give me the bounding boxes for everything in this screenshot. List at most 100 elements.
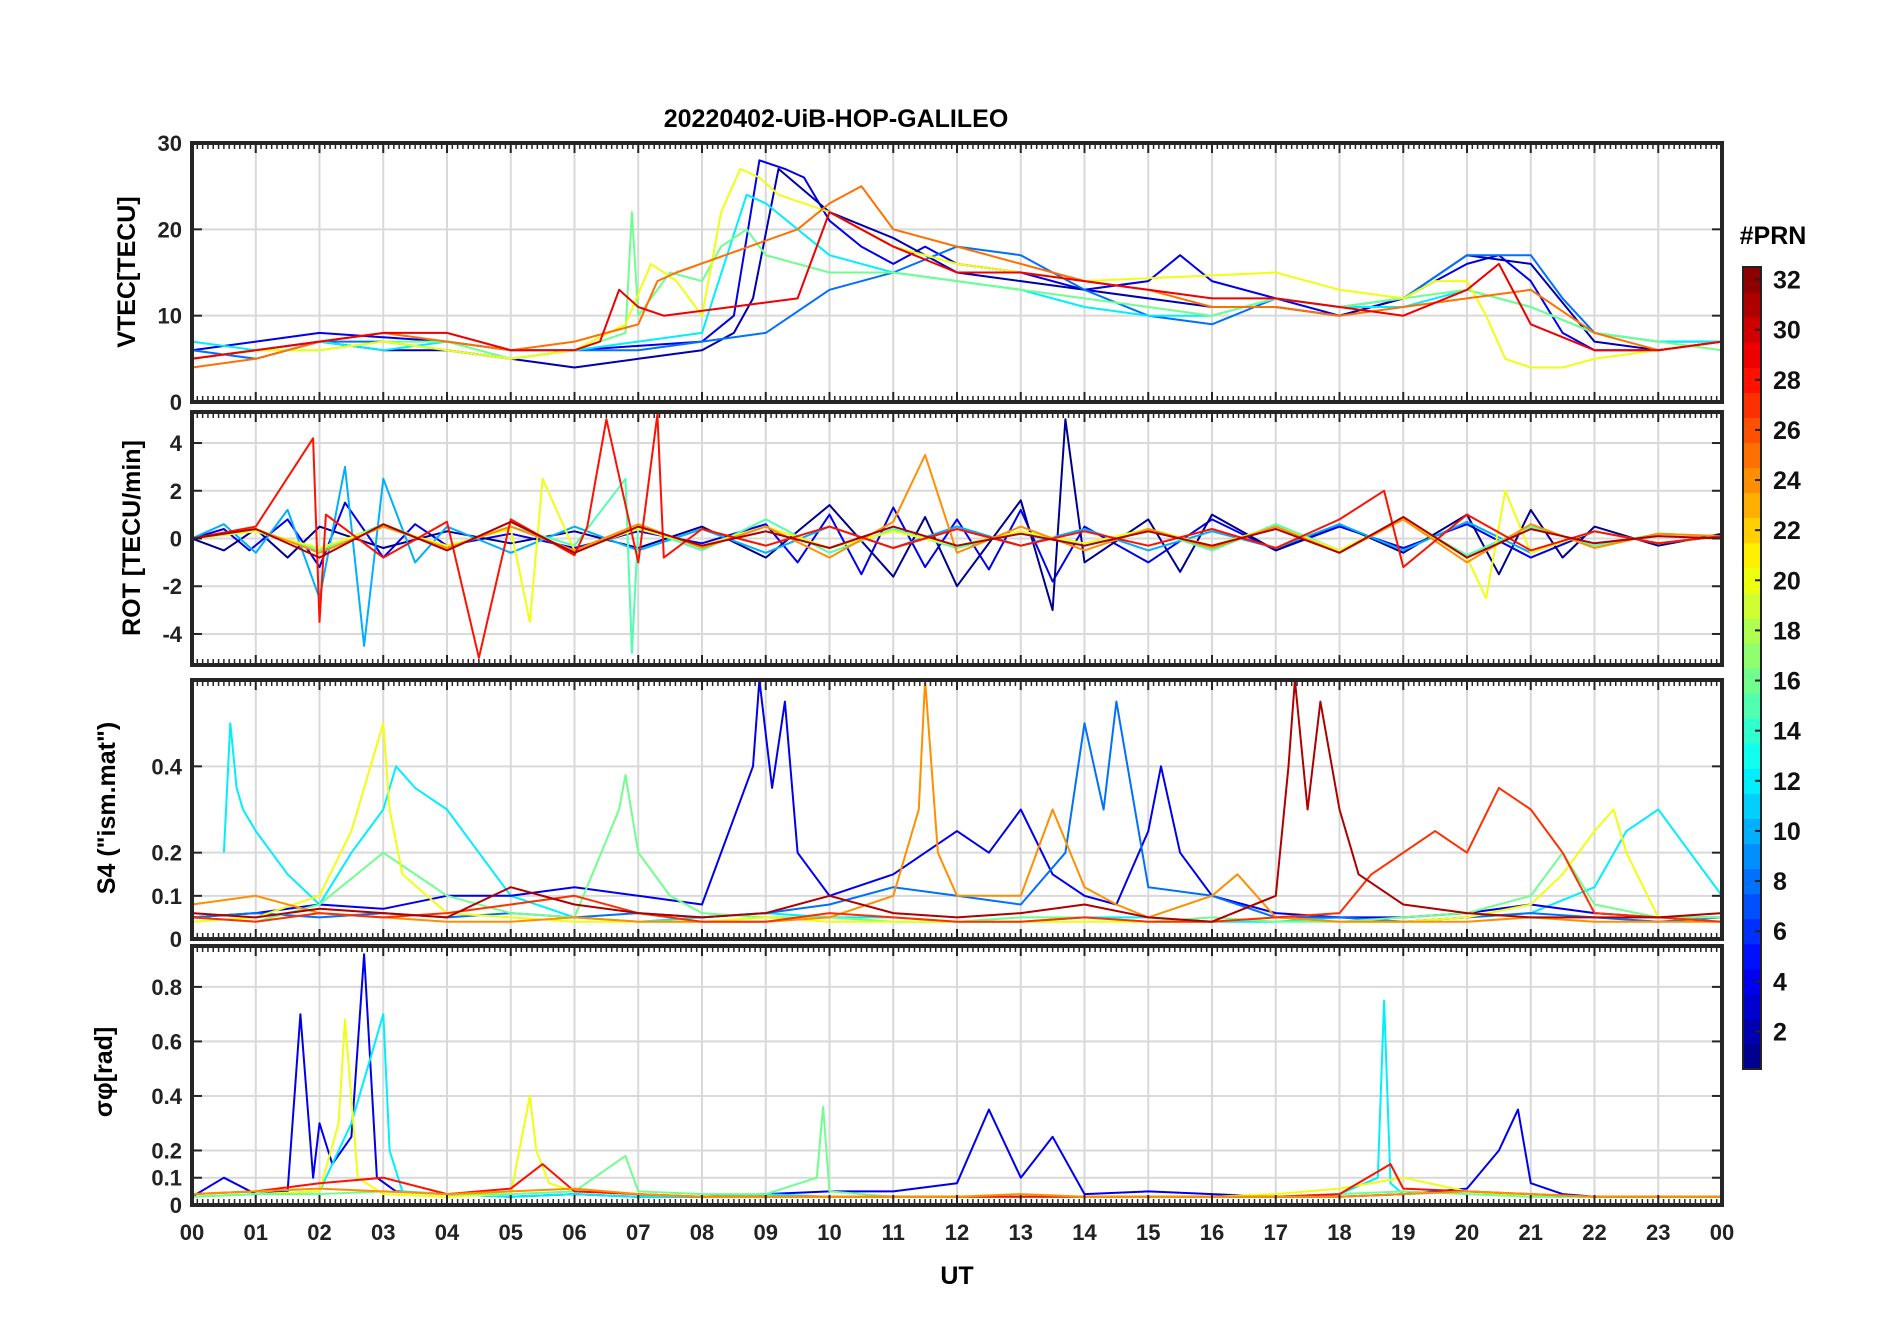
- y-tick-label: 0.1: [151, 884, 182, 909]
- colorbar-tick-label: 24: [1773, 467, 1801, 495]
- y-tick-label: 0: [170, 527, 182, 552]
- x-tick-label: 00: [1710, 1220, 1734, 1245]
- x-tick-label: 00: [180, 1220, 204, 1245]
- y-axis-label: ROT [TECU/min]: [118, 440, 146, 636]
- colorbar-tick-label: 26: [1773, 417, 1801, 445]
- series-line-prn-31: [192, 516, 1722, 559]
- colorbar-swatch-11: [1743, 793, 1761, 819]
- x-tick-label: 04: [435, 1220, 460, 1245]
- plot-frame: [190, 141, 1724, 404]
- y-tick-label: 20: [158, 217, 182, 242]
- colorbar-swatch-2: [1743, 1018, 1761, 1045]
- series-line-prn-4: [192, 680, 1722, 919]
- series-line-prn-28: [192, 413, 1722, 659]
- colorbar-swatch-29: [1743, 342, 1761, 368]
- x-tick-label: 15: [1136, 1220, 1160, 1245]
- colorbar-swatch-3: [1743, 993, 1761, 1020]
- colorbar-swatch-24: [1743, 467, 1761, 494]
- colorbar-swatch-25: [1743, 442, 1761, 469]
- plot-frame: [190, 944, 1724, 1207]
- x-tick-label: 11: [882, 1220, 905, 1245]
- y-tick-label: 0.1: [151, 1166, 182, 1191]
- y-tick-label: 0: [170, 1193, 182, 1218]
- colorbar-swatch-4: [1743, 968, 1761, 995]
- series-line-prn-27: [192, 786, 1722, 923]
- panel-vtec: 0 10 20 30 VTEC[TECU]: [113, 131, 1724, 415]
- series-layer: [192, 680, 1722, 923]
- x-tick-label: 12: [945, 1220, 969, 1245]
- x-tick-label: 23: [1646, 1220, 1670, 1245]
- series-line-prn-24: [192, 454, 1722, 564]
- colorbar-swatch-23: [1743, 492, 1761, 519]
- colorbar-tick-label: 18: [1773, 617, 1801, 645]
- colorbar-swatch-1: [1743, 1043, 1761, 1070]
- colorbar-tick-label: 28: [1773, 367, 1801, 395]
- colorbar-tick-label: 12: [1773, 768, 1801, 796]
- grid-layer: [191, 946, 1723, 1206]
- x-tick-label: 07: [626, 1220, 650, 1245]
- series-layer: [192, 413, 1722, 659]
- x-tick-label: 16: [1200, 1220, 1224, 1245]
- chart-title: 20220402-UiB-HOP-GALILEO: [664, 105, 1009, 133]
- x-tick-label: 20: [1455, 1220, 1479, 1245]
- colorbar-swatch-30: [1743, 317, 1761, 343]
- colorbar-swatch-7: [1743, 893, 1761, 920]
- series-line-prn-4: [192, 953, 1722, 1198]
- plot-frame: [190, 678, 1724, 941]
- x-tick-label: 05: [499, 1220, 523, 1245]
- colorbar-tick-label: 32: [1773, 267, 1801, 295]
- series-line-prn-24: [192, 680, 1722, 923]
- series-line-prn-31: [192, 680, 1722, 923]
- colorbar-tick-label: 4: [1773, 968, 1787, 996]
- x-tick-label: 02: [307, 1220, 331, 1245]
- colorbar-tick-label: 16: [1773, 668, 1801, 696]
- colorbar-swatch-9: [1743, 843, 1761, 870]
- colorbar-swatch-12: [1743, 768, 1761, 794]
- colorbar-swatch-5: [1743, 943, 1761, 970]
- y-tick-label: 0.6: [151, 1029, 182, 1054]
- colorbar-label: #PRN: [1740, 222, 1807, 250]
- series-line-prn-1: [192, 418, 1722, 612]
- y-axis-label: VTEC[TECU]: [113, 196, 141, 347]
- y-tick-label: 0.8: [151, 975, 182, 1000]
- colorbar-swatch-21: [1743, 542, 1761, 569]
- y-tick-label: 2: [170, 479, 182, 504]
- colorbar-swatch-6: [1743, 918, 1761, 945]
- colorbar-tick-label: 14: [1773, 718, 1801, 746]
- colorbar-tick-label: 2: [1773, 1018, 1787, 1046]
- x-tick-label: 01: [244, 1220, 268, 1245]
- x-axis-tick-labels: 00 01 02 03 04 05 06 07 08 09 10 11 12 13 14 15 16 17 18 19…: [180, 1220, 1734, 1245]
- x-tick-label: 13: [1009, 1220, 1033, 1245]
- y-tick-label: -2: [162, 574, 182, 599]
- y-tick-label: 0.4: [151, 1084, 182, 1109]
- y-tick-label: 30: [158, 131, 182, 156]
- panel-s4: 0 0.1 0.2 0.4 S4 ("ism.mat"): [93, 678, 1724, 952]
- x-tick-label: 18: [1327, 1220, 1351, 1245]
- colorbar-tick-label: 10: [1773, 818, 1801, 846]
- colorbar-swatch-28: [1743, 367, 1761, 393]
- x-tick-label: 17: [1264, 1220, 1288, 1245]
- colorbar-tick-label: 30: [1773, 317, 1801, 345]
- colorbar-swatch-32: [1743, 267, 1761, 293]
- x-tick-label: 10: [817, 1220, 841, 1245]
- colorbar-frame: [1742, 266, 1762, 1070]
- colorbar-swatch-18: [1743, 617, 1761, 644]
- x-tick-label: 19: [1391, 1220, 1415, 1245]
- colorbar-swatches: [1743, 267, 1761, 1070]
- y-tick-label: 0: [170, 390, 182, 415]
- colorbar-swatch-17: [1743, 642, 1761, 669]
- y-tick-label: 0.2: [151, 1138, 182, 1163]
- colorbar-tick-label: 20: [1773, 567, 1801, 595]
- x-tick-label: 06: [562, 1220, 586, 1245]
- plot-frame: [190, 410, 1724, 667]
- colorbar-swatch-14: [1743, 718, 1761, 744]
- series-layer: [192, 159, 1722, 369]
- y-axis-label: S4 ("ism.mat"): [93, 722, 121, 894]
- y-tick-label: -4: [162, 622, 182, 647]
- y-tick-label: 10: [158, 304, 182, 329]
- x-tick-label: 22: [1582, 1220, 1606, 1245]
- colorbar-tick-label: 6: [1773, 918, 1787, 946]
- colorbar-swatch-26: [1743, 417, 1761, 444]
